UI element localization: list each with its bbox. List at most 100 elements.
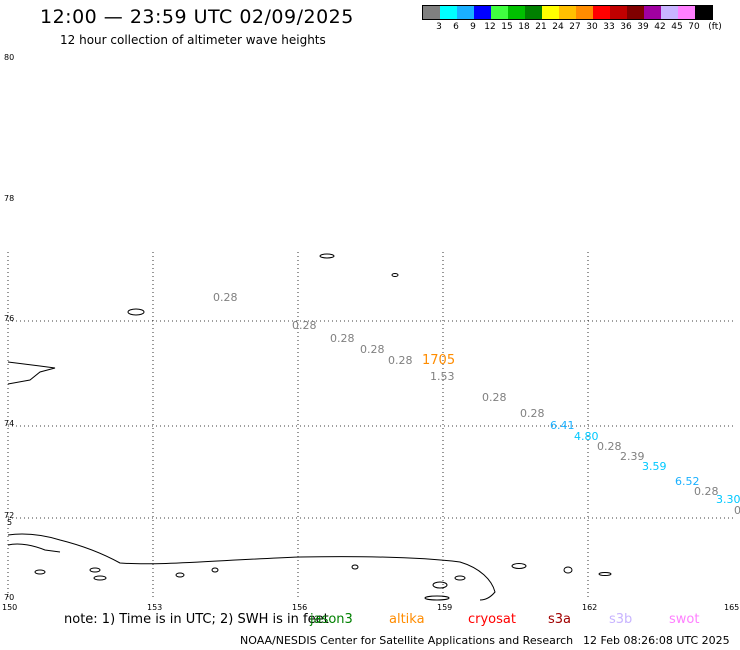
lat-label: 80: [4, 53, 14, 62]
satellite-name: s3a: [548, 612, 572, 627]
wave-height-value: 0.28: [388, 354, 413, 367]
grid-lines: [7, 252, 735, 600]
wave-height-value: 0.28: [482, 391, 507, 404]
color-scale-swatches: [422, 5, 713, 20]
color-scale-label: 18: [518, 22, 530, 32]
color-scale-label: 27: [569, 22, 581, 32]
lon-label: 162: [582, 603, 597, 612]
color-scale-label: 70: [688, 22, 700, 32]
color-scale-swatch: [440, 6, 457, 19]
credit-timestamp: 12 Feb 08:26:08 UTC 2025: [583, 634, 730, 647]
wave-height-value: 1705: [422, 353, 455, 368]
island-5: [563, 566, 573, 574]
island-13: [424, 595, 450, 601]
color-scale-swatch: [508, 6, 525, 19]
color-scale-label: 6: [453, 22, 459, 32]
color-scale-swatch: [491, 6, 508, 19]
color-scale-swatch: [610, 6, 627, 19]
color-scale-label: 39: [637, 22, 649, 32]
wave-height-value: 0.28: [213, 291, 238, 304]
wave-height-value: 1.53: [430, 370, 455, 383]
wave-height-value: 3.59: [642, 460, 667, 473]
lon-label: 153: [147, 603, 162, 612]
color-scale-swatch: [695, 6, 712, 19]
lon-label: 159: [437, 603, 452, 612]
color-scale-label: 30: [586, 22, 598, 32]
coastline-west: [7, 543, 61, 553]
wave-height-value: 0.28: [597, 440, 622, 453]
credit-line: NOAA/NESDIS Center for Satellite Applica…: [240, 634, 574, 647]
map-subtitle: 12 hour collection of altimeter wave hei…: [60, 33, 326, 47]
wave-height-value: 4.80: [574, 430, 599, 443]
wave-height-value: 3.30: [716, 493, 740, 506]
island-9: [175, 572, 185, 578]
wave-height-value: 0: [734, 504, 740, 517]
wave-height-value: 6.52: [675, 475, 700, 488]
color-scale-swatch: [423, 6, 440, 19]
island-15: [93, 575, 107, 581]
coastline-landmass-2: [7, 361, 56, 385]
color-scale-label: 12: [484, 22, 496, 32]
island-8: [89, 567, 101, 573]
island-10: [211, 567, 219, 573]
lon-label: 156: [292, 603, 307, 612]
color-scale-swatch: [678, 6, 695, 19]
island-7: [34, 569, 46, 575]
satellite-name: jason3: [310, 612, 353, 627]
wave-height-value: 0.28: [292, 319, 317, 332]
color-scale-swatch: [474, 6, 491, 19]
wave-height-value: 0.28: [694, 485, 719, 498]
color-scale-unit: (ft): [708, 22, 722, 32]
satellite-name: swot: [669, 612, 700, 627]
color-scale-swatch: [576, 6, 593, 19]
island-14: [454, 575, 466, 581]
lat-label: 70: [4, 593, 14, 602]
wave-height-value: 0.28: [520, 407, 545, 420]
lat-label: 78: [4, 194, 14, 203]
color-scale-swatch: [644, 6, 661, 19]
color-scale-label: 36: [620, 22, 632, 32]
color-scale-label: 33: [603, 22, 615, 32]
color-scale-labels: 3 6 9 12 15 18 21 24 27 30 33 36 39 42 45 70 (ft): [422, 20, 722, 34]
wave-height-value: 0.28: [360, 343, 385, 356]
map-title: 12:00 — 23:59 UTC 02/09/2025: [40, 6, 354, 28]
island-6: [598, 572, 612, 576]
satellite-name: altika: [389, 612, 425, 627]
color-scale-label: 15: [501, 22, 513, 32]
color-scale-label: 42: [654, 22, 666, 32]
footer-note: note: 1) Time is in UTC; 2) SWH is in fe…: [64, 612, 329, 627]
lon-label: 165: [724, 603, 739, 612]
lat-label: 72: [4, 511, 14, 520]
color-scale-label: 45: [671, 22, 683, 32]
lat-label: 76: [4, 314, 14, 323]
color-scale-swatch: [661, 6, 678, 19]
color-scale-label: 24: [552, 22, 564, 32]
island-4: [511, 563, 527, 569]
lon-label: 150: [2, 603, 17, 612]
satellite-name: s3b: [609, 612, 633, 627]
color-scale-swatch: [593, 6, 610, 19]
island-11: [351, 564, 359, 570]
axis-labels: 80 78 76 74 72 70 150 153 156 159 162 16…: [2, 53, 739, 612]
island-3: [127, 308, 145, 316]
wave-height-value: 6.41: [550, 419, 575, 432]
wave-height-value: 0.28: [330, 332, 355, 345]
color-scale-swatch: [559, 6, 576, 19]
island-12: [432, 581, 448, 589]
color-scale-legend: 3 6 9 12 15 18 21 24 27 30 33 36 39 42 45 70 (ft): [422, 5, 722, 41]
island-1: [319, 253, 335, 259]
lat-label: 74: [4, 419, 14, 428]
island-2: [391, 273, 399, 277]
satellite-name: cryosat: [468, 612, 516, 627]
color-scale-label: 21: [535, 22, 547, 32]
color-scale-label: 9: [470, 22, 476, 32]
color-scale-swatch: [542, 6, 559, 19]
wave-height-value: 2.39: [620, 450, 645, 463]
color-scale-swatch: [457, 6, 474, 19]
edge-mark: 5: [7, 518, 12, 527]
coastlines: [7, 253, 612, 601]
coastline-landmass: [7, 533, 496, 601]
color-scale-swatch: [627, 6, 644, 19]
color-scale-label: 3: [436, 22, 442, 32]
